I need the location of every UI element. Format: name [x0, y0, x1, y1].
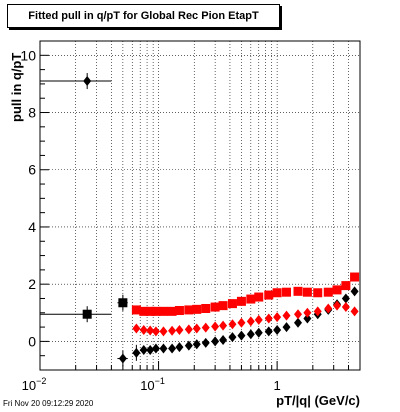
data-point-diamond	[132, 323, 141, 334]
data-point-diamond	[246, 329, 255, 340]
data-point-square	[118, 298, 128, 308]
plot-frame	[39, 40, 361, 371]
data-point-diamond	[184, 324, 193, 335]
data-point-diamond	[350, 306, 359, 317]
data-point-diamond	[168, 325, 177, 336]
data-point-diamond	[237, 317, 246, 328]
data-point-diamond	[350, 286, 359, 297]
data-point-diamond	[219, 334, 228, 345]
data-point-diamond	[282, 322, 291, 333]
data-point-diamond	[201, 337, 210, 348]
timestamp: Fri Nov 20 09:12:29 2020	[3, 399, 94, 408]
data-point-square	[350, 272, 360, 282]
data-point-diamond	[211, 321, 220, 332]
y-tick-label: 8	[28, 105, 36, 121]
data-point-diamond	[254, 327, 263, 338]
data-point-diamond	[118, 353, 127, 364]
data-point-square	[218, 301, 228, 311]
y-tick-label: 6	[28, 162, 36, 178]
data-point-square	[174, 305, 184, 315]
data-point-diamond	[333, 300, 342, 311]
x-tick-label: 10−2	[22, 376, 47, 393]
data-point-square	[246, 294, 256, 304]
data-point-square	[341, 281, 351, 291]
data-point-diamond	[139, 344, 148, 355]
y-tick-label: 2	[28, 276, 36, 292]
data-point-square	[272, 288, 282, 298]
chart-title: Fitted pull in q/pT for Global Rec Pion …	[7, 4, 280, 28]
data-point-diamond	[303, 307, 312, 318]
data-point-diamond	[282, 310, 291, 321]
data-point-square	[332, 285, 342, 295]
data-point-diamond	[159, 326, 168, 337]
grid	[40, 41, 360, 370]
data-point-diamond	[146, 325, 155, 336]
data-point-diamond	[246, 316, 255, 327]
data-point-diamond	[341, 302, 350, 313]
data-point-diamond	[237, 330, 246, 341]
data-point-square	[254, 292, 264, 302]
data-point-square	[184, 305, 194, 315]
data-point-square	[227, 299, 237, 309]
data-point-diamond	[151, 343, 160, 354]
data-point-square	[131, 305, 141, 315]
data-point-square	[192, 304, 202, 314]
y-axis-label: pull in q/pT	[9, 52, 24, 122]
data-point-diamond	[175, 324, 184, 335]
data-point-diamond	[132, 347, 141, 358]
data-point-diamond	[175, 342, 184, 353]
data-point-square	[139, 306, 149, 316]
data-point-diamond	[303, 313, 312, 324]
data-point-diamond	[201, 322, 210, 333]
axis-ticks	[39, 40, 361, 371]
data-point-diamond	[146, 344, 155, 355]
x-axis-label: pT/|q| (GeV/c)	[276, 393, 360, 408]
data-point-square	[236, 296, 246, 306]
y-tick-label: 10	[20, 47, 36, 63]
data-point-diamond	[264, 326, 273, 337]
y-tick-label: 4	[28, 219, 36, 235]
data-marks	[40, 73, 360, 367]
data-point-square	[293, 286, 303, 296]
y-tick-label: 0	[28, 333, 36, 349]
x-tick-label: 1	[274, 378, 281, 393]
data-point-diamond	[313, 306, 322, 317]
data-point-square	[82, 309, 92, 319]
data-point-square	[151, 306, 161, 316]
data-point-diamond	[211, 336, 220, 347]
data-point-diamond	[219, 320, 228, 331]
x-tick-label: 10−1	[140, 376, 165, 393]
x-tick-label-exponent: −2	[36, 376, 46, 386]
data-point-diamond	[159, 343, 168, 354]
data-point-square	[302, 287, 312, 297]
data-point-diamond	[254, 314, 263, 325]
data-point-diamond	[168, 343, 177, 354]
data-point-diamond	[264, 313, 273, 324]
data-point-diamond	[184, 340, 193, 351]
data-point-square	[201, 303, 211, 313]
data-point-diamond	[294, 317, 303, 328]
data-point-square	[158, 306, 168, 316]
data-point-diamond	[192, 323, 201, 334]
data-point-square	[210, 302, 220, 312]
data-point-square	[264, 290, 274, 300]
data-point-diamond	[273, 312, 282, 323]
data-point-diamond	[273, 324, 282, 335]
data-point-diamond	[228, 332, 237, 343]
data-point-diamond	[324, 303, 333, 314]
data-point-diamond	[192, 339, 201, 350]
data-point-square	[282, 287, 292, 297]
data-point-square	[323, 287, 333, 297]
data-point-diamond	[83, 76, 92, 87]
data-point-square	[167, 306, 177, 316]
data-point-square	[145, 306, 155, 316]
x-tick-label-exponent: −1	[155, 376, 165, 386]
data-point-diamond	[151, 326, 160, 337]
data-point-diamond	[228, 319, 237, 330]
data-point-diamond	[139, 324, 148, 335]
data-point-diamond	[294, 309, 303, 320]
data-point-diamond	[341, 293, 350, 304]
data-point-square	[313, 288, 323, 298]
